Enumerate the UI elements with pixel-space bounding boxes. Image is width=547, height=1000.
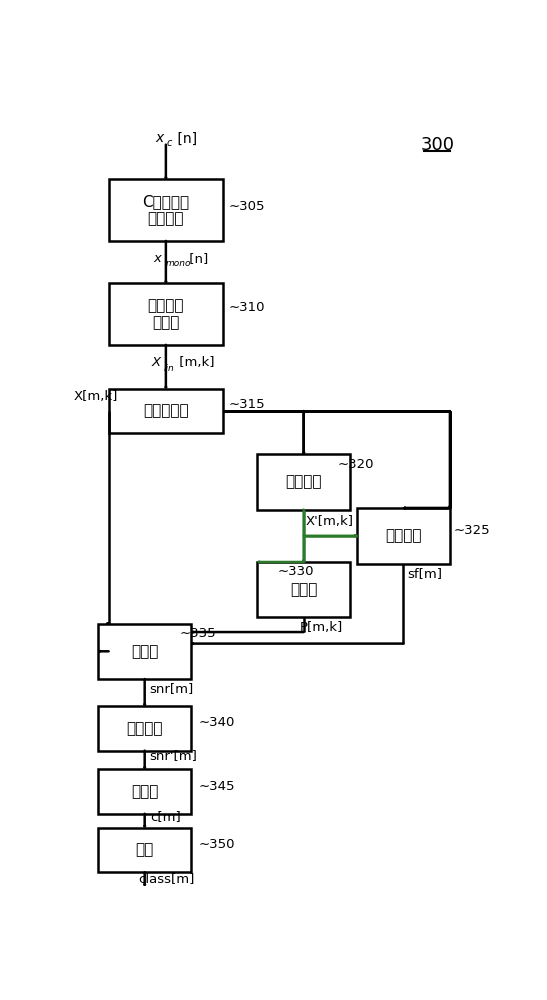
Text: [m,k]: [m,k] (175, 356, 215, 369)
Text: c[m]: c[m] (150, 810, 181, 823)
Text: snr[m]: snr[m] (150, 682, 194, 695)
Text: x: x (155, 131, 164, 145)
Text: 频谱通量: 频谱通量 (385, 528, 422, 543)
FancyBboxPatch shape (98, 624, 191, 679)
FancyBboxPatch shape (257, 454, 350, 510)
Text: c: c (167, 138, 172, 148)
Text: [n]: [n] (173, 131, 197, 145)
FancyBboxPatch shape (109, 283, 223, 345)
Text: sf[m]: sf[m] (408, 567, 443, 580)
FancyBboxPatch shape (357, 508, 450, 564)
Text: ∼335: ∼335 (179, 627, 216, 640)
FancyBboxPatch shape (257, 562, 350, 617)
FancyBboxPatch shape (109, 179, 223, 241)
Text: X: X (152, 356, 161, 369)
FancyBboxPatch shape (98, 828, 191, 872)
Text: X[m,k]: X[m,k] (73, 390, 118, 403)
Text: ∼315: ∼315 (229, 398, 265, 411)
Text: 信噪比: 信噪比 (131, 644, 159, 659)
Text: ∼310: ∼310 (229, 301, 265, 314)
FancyBboxPatch shape (109, 389, 223, 433)
Text: ∼330: ∼330 (277, 565, 314, 578)
Text: 短时傅里
叶变换: 短时傅里 叶变换 (148, 298, 184, 330)
Text: 时间平滑: 时间平滑 (286, 474, 322, 489)
Text: 时间平滑: 时间平滑 (126, 721, 163, 736)
Text: lin: lin (164, 364, 175, 373)
Text: ∼325: ∼325 (453, 524, 490, 537)
Text: X'[m,k]: X'[m,k] (306, 515, 354, 528)
Text: class[m]: class[m] (138, 872, 195, 885)
Text: ∼340: ∼340 (199, 716, 235, 729)
Text: mono: mono (166, 259, 191, 268)
Text: snr'[m]: snr'[m] (150, 750, 197, 763)
Text: 300: 300 (420, 136, 454, 154)
Text: 滞后: 滞后 (136, 842, 154, 857)
Text: x: x (154, 252, 162, 265)
FancyBboxPatch shape (98, 706, 191, 751)
Text: 成峰度: 成峰度 (290, 582, 317, 597)
Text: ∼320: ∼320 (337, 458, 374, 471)
Text: P[m,k]: P[m,k] (299, 621, 342, 634)
Text: 分贝转换器: 分贝转换器 (143, 404, 189, 419)
Text: ∼305: ∼305 (229, 200, 265, 213)
FancyBboxPatch shape (98, 769, 191, 814)
Text: [n]: [n] (185, 252, 208, 265)
Text: C信道求和
成单声道: C信道求和 成单声道 (142, 194, 189, 226)
Text: 标准化: 标准化 (131, 784, 159, 799)
Text: ∼345: ∼345 (199, 780, 235, 793)
Text: ∼350: ∼350 (199, 838, 235, 851)
